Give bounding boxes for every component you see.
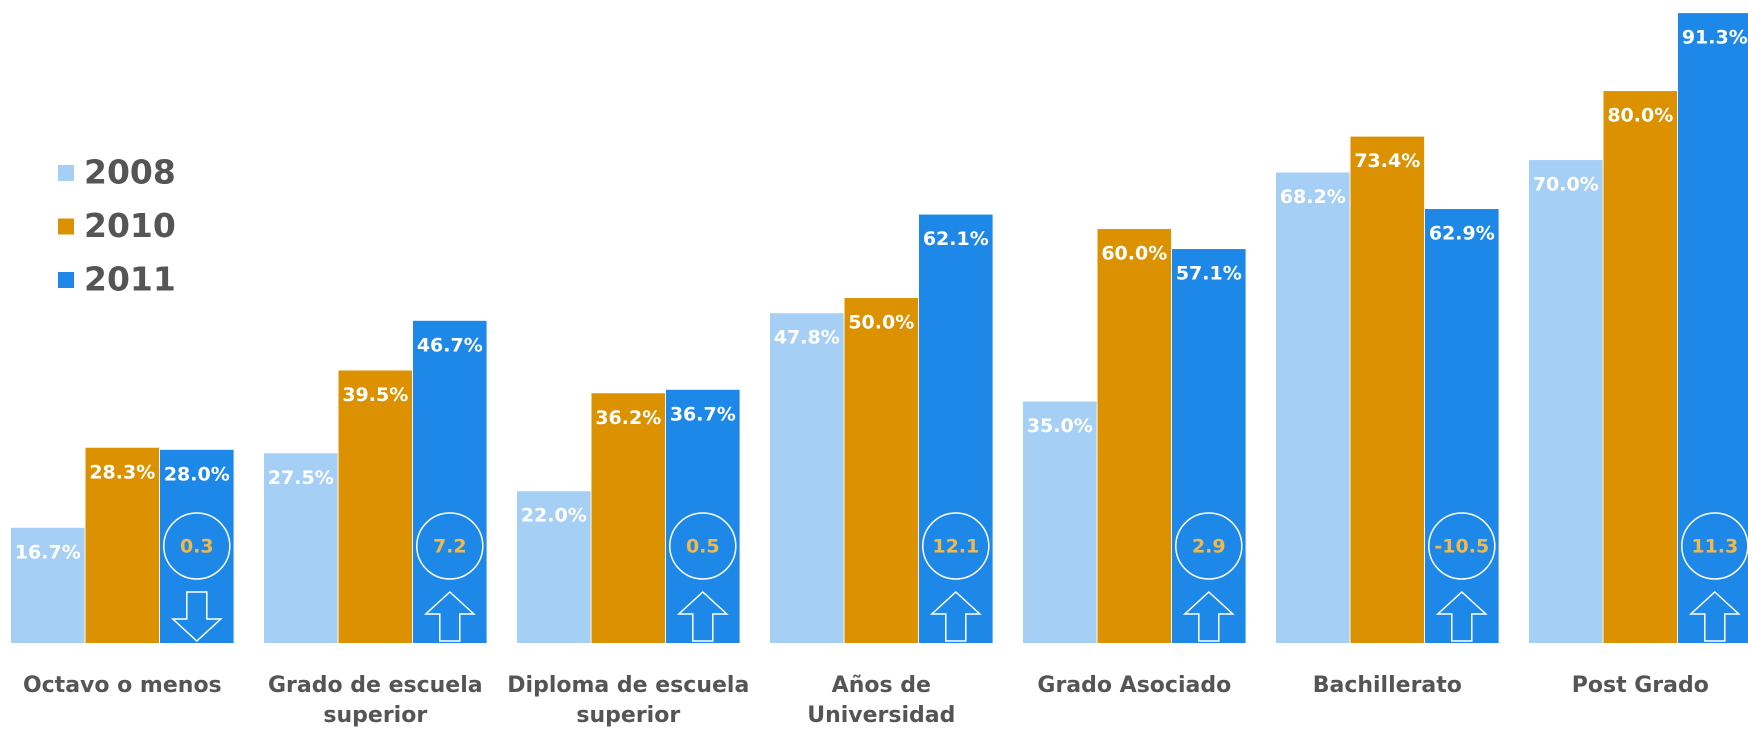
bar [11, 527, 85, 643]
change-arrow [170, 591, 223, 643]
change-label: 7.2 [433, 536, 467, 558]
legend-swatch [58, 218, 74, 235]
value-label: 28.0% [164, 463, 230, 485]
category-label: Años de [832, 673, 931, 698]
bar [264, 453, 338, 643]
category-label: Diploma de escuela [507, 673, 749, 698]
change-circle [1175, 512, 1243, 580]
value-label: 39.5% [342, 384, 408, 406]
change-arrow [676, 590, 729, 642]
bar [666, 389, 740, 643]
bar [591, 393, 666, 643]
change-label: 0.5 [686, 536, 720, 558]
change-label: 12.1 [932, 536, 979, 558]
change-label: 11.3 [1691, 536, 1738, 558]
change-arrow [1182, 590, 1235, 642]
bar [844, 298, 919, 643]
value-label: 62.1% [923, 228, 989, 250]
value-label: 36.2% [595, 407, 661, 429]
bar [85, 447, 160, 643]
legend-swatch [58, 165, 74, 181]
bar [919, 214, 993, 644]
change-circle [922, 512, 990, 580]
value-label: 35.0% [1027, 415, 1093, 437]
bar [1276, 172, 1350, 643]
value-label: 62.9% [1429, 223, 1495, 245]
value-label: 50.0% [848, 312, 914, 334]
value-label: 68.2% [1280, 186, 1346, 208]
bar [1425, 209, 1499, 643]
legend-label: 2011 [84, 260, 176, 299]
value-label: 80.0% [1607, 105, 1673, 127]
bar [413, 320, 487, 643]
value-label: 60.0% [1101, 243, 1167, 265]
change-arrow [929, 590, 982, 642]
bar [1529, 160, 1603, 643]
bar [338, 370, 413, 643]
value-label: 46.7% [417, 334, 483, 356]
change-arrow [423, 590, 476, 642]
change-circle [416, 512, 484, 580]
value-label: 73.4% [1354, 150, 1420, 172]
category-label: Bachillerato [1313, 673, 1462, 698]
value-label: 28.3% [89, 461, 155, 483]
legend-label: 2008 [84, 153, 176, 192]
change-arrow [1435, 590, 1488, 642]
category-label: Grado Asociado [1037, 673, 1231, 698]
change-circle [669, 512, 737, 580]
value-label: 16.7% [15, 541, 81, 563]
value-label: 27.5% [268, 467, 334, 489]
change-circle [1428, 512, 1496, 580]
bar [1097, 229, 1172, 643]
value-label: 22.0% [521, 505, 587, 527]
bar [1603, 91, 1678, 644]
legend-swatch [58, 272, 74, 288]
category-label: Universidad [807, 703, 955, 728]
category-label: superior [323, 703, 427, 728]
value-label: 57.1% [1176, 263, 1242, 285]
change-circle [163, 512, 231, 580]
bar [160, 449, 234, 643]
category-label: Octavo o menos [23, 673, 222, 698]
category-label: Grado de escuela [268, 673, 483, 698]
change-label: -10.5 [1434, 536, 1489, 558]
bar [517, 491, 591, 643]
value-label: 36.7% [670, 403, 736, 425]
category-label: superior [576, 703, 680, 728]
bar [770, 313, 844, 643]
value-label: 70.0% [1533, 174, 1599, 196]
change-label: 2.9 [1192, 536, 1226, 558]
value-label: 91.3% [1682, 27, 1748, 49]
change-arrow [1688, 590, 1741, 642]
bar [1350, 136, 1425, 643]
bar [1678, 13, 1748, 643]
legend-label: 2010 [84, 206, 176, 245]
value-label: 47.8% [774, 327, 840, 349]
bar [1023, 401, 1097, 643]
bar [1172, 249, 1246, 643]
category-label: Post Grado [1572, 673, 1709, 698]
change-label: 0.3 [180, 536, 214, 558]
